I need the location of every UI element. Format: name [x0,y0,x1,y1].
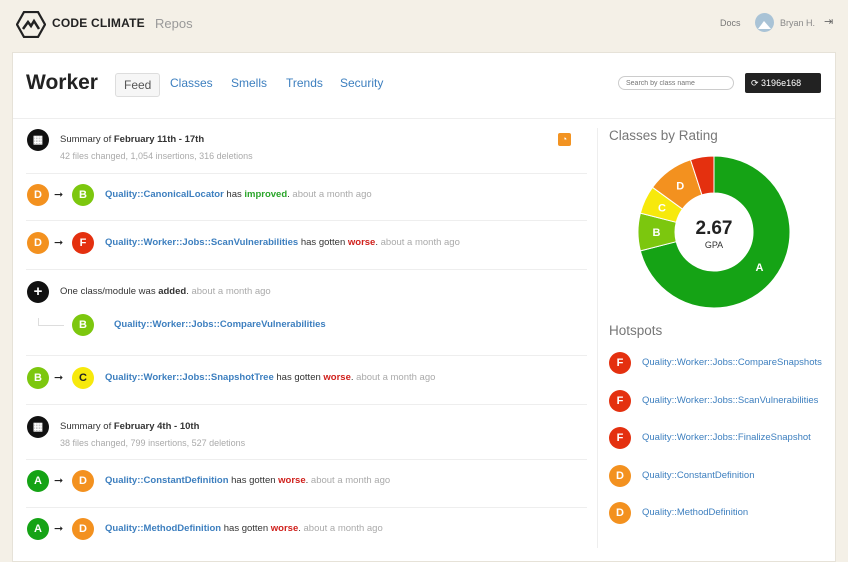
summary-title: Summary of February 4th - 10th [60,421,200,432]
class-link[interactable]: Quality::Worker::Jobs::CompareVulnerabil… [114,319,326,330]
feed-text: Quality::Worker::Jobs::SnapshotTree has … [105,372,436,383]
divider [26,507,587,508]
commit-sha: 3196e168 [761,78,802,88]
gpa-value: 2.67 [695,218,733,239]
grade-from-badge: D [27,184,49,206]
donut-slice-A [639,155,791,309]
divider [26,355,587,356]
tree-line [38,318,39,325]
class-link[interactable]: Quality::ConstantDefinition [105,475,229,486]
grade-to-badge: B [72,184,94,206]
classes-by-rating-title: Classes by Rating [609,128,718,143]
arrow-icon: ➞ [54,237,64,249]
summary-title: Summary of February 11th - 17th [60,134,205,145]
feed-text: Quality::CanonicalLocator has improved. … [105,189,372,200]
divider [26,173,587,174]
gpa-label: GPA [704,240,724,250]
feed-text: One class/module was added. about a mont… [60,286,271,297]
hotspot-link[interactable]: Quality::Worker::Jobs::ScanVulnerabiliti… [642,394,819,406]
avatar[interactable] [755,13,774,32]
hotspots-title: Hotspots [609,323,663,338]
donut-slice-F [689,155,715,196]
donut-label-C: C [658,203,666,215]
tab-classes[interactable]: Classes [170,76,213,90]
divider [13,118,835,119]
grade-badge: F [609,427,631,449]
class-link[interactable]: Quality::Worker::Jobs::ScanVulnerabiliti… [105,237,299,248]
class-search-input[interactable] [618,76,734,90]
class-link[interactable]: Quality::Worker::Jobs::SnapshotTree [105,372,274,383]
donut-label-A: A [755,262,763,274]
grade-to-badge: D [72,518,94,540]
grade-badge: D [609,502,631,524]
grade-badge: D [609,464,631,487]
class-link[interactable]: Quality::MethodDefinition [105,523,222,534]
brand-name[interactable]: CODE CLIMATE [52,16,145,30]
arrow-icon: ➞ [54,189,64,201]
hotspot-link[interactable]: Quality::Worker::Jobs::CompareSnapshots [642,357,822,368]
hotspot-link[interactable]: Quality::ConstantDefinition [642,469,755,481]
page-title: Worker [26,71,98,94]
grade-badge: F [609,389,631,412]
grade-from-badge: A [27,470,49,492]
refresh-icon: ⟳ [751,78,762,88]
user-menu[interactable]: Bryan H. [780,18,816,28]
calendar-icon: ▦ [27,129,49,151]
summary-stats: 42 files changed, 1,054 insertions, 316 … [60,151,253,161]
grade-to-badge: C [72,367,94,389]
calendar-icon: ▦ [27,416,49,438]
grade-from-badge: A [27,518,49,540]
tab-security[interactable]: Security [340,76,384,90]
docs-link[interactable]: Docs [720,18,741,28]
logout-icon[interactable]: ⇥ [824,16,834,28]
divider [26,459,587,460]
rating-donut-chart: A BCD [637,155,791,309]
class-link[interactable]: Quality::CanonicalLocator [105,189,224,200]
hotspot-link[interactable]: Quality::MethodDefinition [642,507,749,518]
grade-from-badge: B [27,367,49,389]
summary-stats: 38 files changed, 799 insertions, 527 de… [60,438,246,448]
plus-icon: + [27,281,49,303]
hotspot-link[interactable]: Quality::Worker::Jobs::FinalizeSnapshot [642,432,811,443]
tab-smells[interactable]: Smells [231,76,268,90]
repos-link[interactable]: Repos [155,16,193,31]
grade-from-badge: D [27,232,49,254]
arrow-icon: ➞ [54,475,64,487]
grade-to-badge: D [72,470,94,492]
arrow-icon: ➞ [54,523,64,535]
divider [26,220,587,221]
tab-trends[interactable]: Trends [286,76,323,90]
code-climate-logo[interactable] [16,11,46,38]
grade-to-badge: F [72,232,94,254]
feed-text: Quality::MethodDefinition has gotten wor… [105,523,383,534]
feed-text: Quality::Worker::Jobs::ScanVulnerabiliti… [105,237,460,248]
rss-feed-icon[interactable]: ◔ [558,133,571,146]
feed-text: Quality::ConstantDefinition has gotten w… [105,475,391,486]
arrow-icon: ➞ [54,372,64,384]
divider [26,269,587,270]
donut-label-B: B [653,227,661,239]
commit-button[interactable]: ⟳ 3196e168 [745,73,821,93]
divider [26,404,587,405]
grade-badge: F [609,352,631,374]
divider [597,128,598,548]
tree-line [38,325,64,326]
donut-label-D: D [676,180,684,192]
grade-badge: B [72,314,94,336]
tab-feed[interactable]: Feed [115,73,161,97]
